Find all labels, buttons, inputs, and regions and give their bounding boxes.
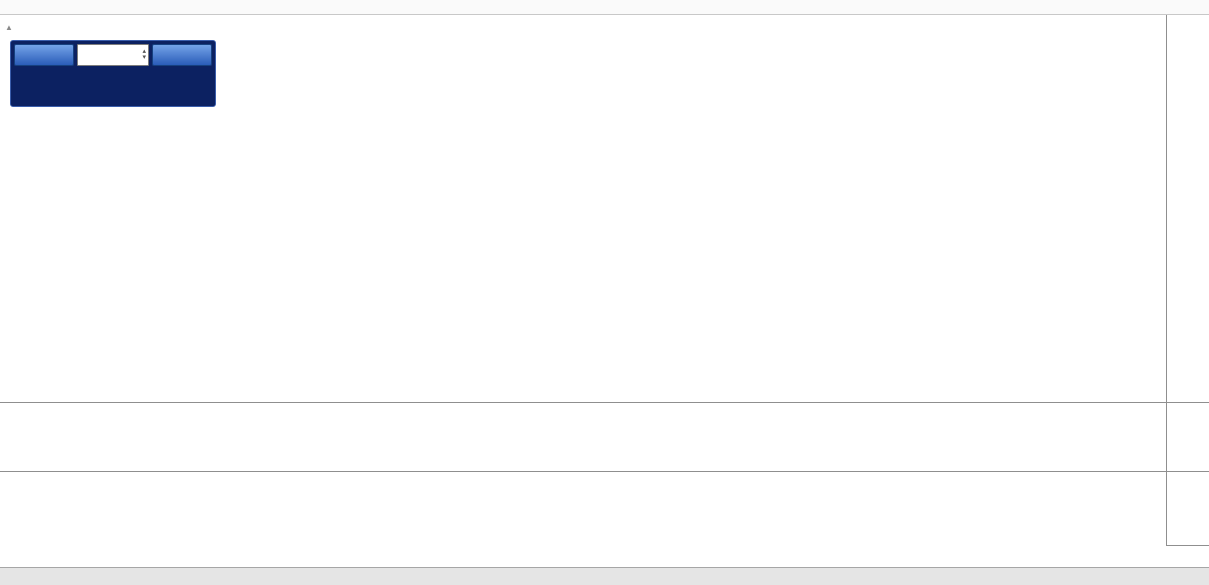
macd-label	[5, 405, 15, 417]
panel-separator[interactable]	[0, 402, 1209, 403]
volume-spinner: ▴ ▾	[142, 46, 146, 64]
chart-title: ▲	[5, 21, 22, 33]
chart-tabs-bar	[0, 567, 1209, 585]
macd-indicator-panel[interactable]	[0, 402, 1166, 471]
spinner-up-icon[interactable]: ▴	[142, 48, 146, 55]
timeframe-toolbar	[0, 0, 1209, 15]
buy-price-display	[113, 69, 212, 103]
price-axis-separator	[1166, 15, 1167, 545]
one-click-trading-panel: ▴ ▾	[10, 40, 216, 107]
buy-button[interactable]	[152, 44, 212, 66]
panel-separator[interactable]	[0, 471, 1209, 472]
chart-shift-icon: ▲	[5, 23, 13, 32]
price-axis[interactable]	[1167, 0, 1209, 585]
rsi-indicator-panel[interactable]	[0, 471, 1166, 545]
sell-button[interactable]	[14, 44, 74, 66]
rsi-label	[5, 474, 10, 486]
sell-price-display	[14, 69, 113, 103]
time-axis[interactable]	[0, 545, 1166, 567]
spinner-down-icon[interactable]: ▾	[142, 54, 146, 61]
volume-input[interactable]: ▴ ▾	[77, 44, 149, 66]
